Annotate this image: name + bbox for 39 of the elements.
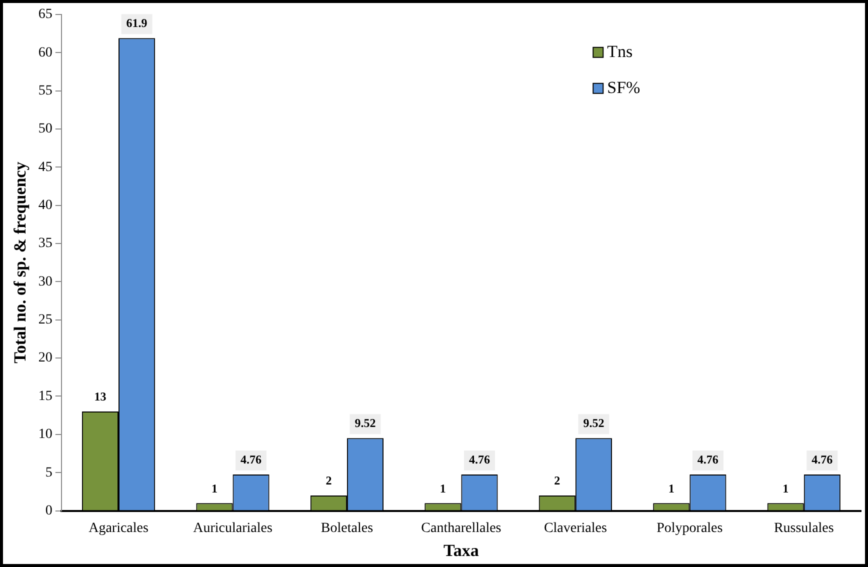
data-label: 1 — [211, 481, 218, 496]
y-tick-label: 45 — [38, 160, 52, 175]
y-tick-label: 30 — [38, 274, 52, 290]
x-axis-title: Taxa — [444, 541, 480, 560]
y-tick-label: 55 — [38, 83, 52, 98]
y-tick-label: 20 — [38, 350, 52, 366]
data-label: 4.76 — [240, 452, 262, 467]
x-tick-label: Polyporales — [656, 520, 723, 536]
data-label: 2 — [326, 474, 332, 488]
y-tick-label: 5 — [45, 465, 52, 480]
y-tick-label: 0 — [45, 503, 52, 518]
y-tick-label: 25 — [38, 312, 52, 328]
x-tick-label: Boletales — [320, 520, 374, 536]
y-tick-label: 40 — [38, 198, 52, 213]
data-label: 1 — [782, 481, 789, 496]
data-label: 61.9 — [126, 16, 148, 30]
y-tick-label: 15 — [38, 388, 52, 404]
y-axis-title: Total no. of sp. & frequency — [10, 161, 30, 364]
x-tick-label: Agaricales — [88, 520, 148, 536]
data-label: 2 — [554, 474, 560, 488]
data-label: 13 — [94, 390, 106, 404]
legend-label: SF% — [607, 78, 640, 97]
data-label: 9.52 — [583, 416, 604, 430]
data-label: 9.52 — [354, 416, 376, 430]
y-tick-label: 10 — [38, 427, 52, 442]
y-tick-label: 50 — [38, 122, 52, 137]
data-label: 1 — [668, 481, 674, 496]
data-label: 4.76 — [468, 452, 490, 467]
y-tick-label: 35 — [38, 236, 52, 252]
x-tick-label: Claveriales — [544, 520, 607, 536]
x-tick-label: Cantharellales — [421, 520, 502, 536]
data-label: 1 — [440, 481, 446, 496]
legend-label: Tns — [607, 42, 633, 61]
y-tick-label: 65 — [38, 7, 52, 22]
y-tick-label: 60 — [38, 45, 52, 60]
x-tick-label: Russulales — [774, 520, 834, 536]
x-tick-label: Auriculariales — [193, 520, 272, 536]
data-label: 4.76 — [697, 452, 718, 467]
data-label: 4.76 — [812, 452, 833, 467]
